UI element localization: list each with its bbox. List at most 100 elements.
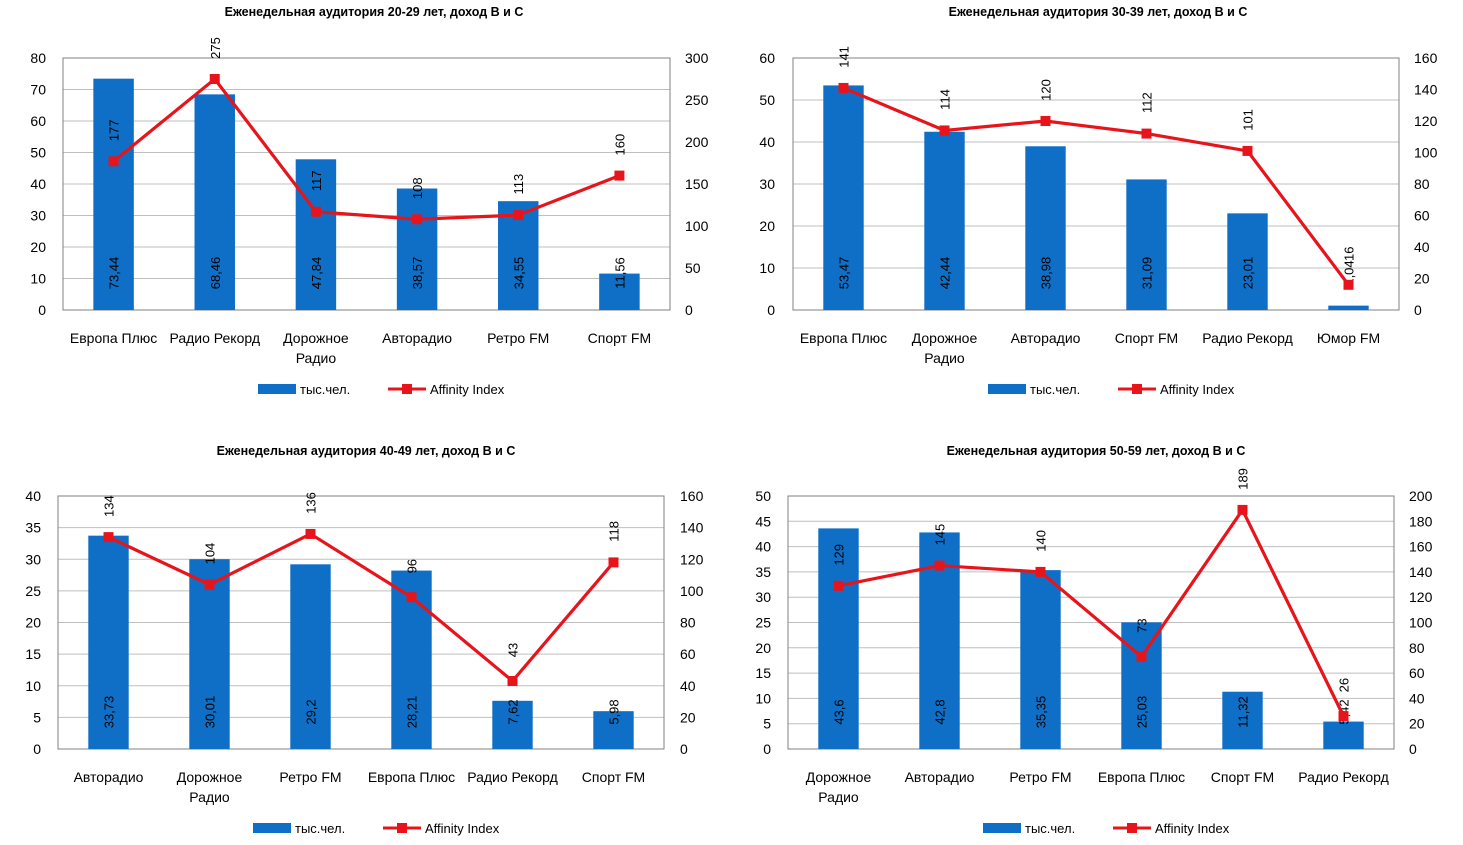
bar-value-label: 38,98: [1039, 257, 1054, 290]
legend-bar-swatch: [253, 823, 291, 833]
bar: [593, 711, 634, 749]
y-right-tick-label: 100: [1409, 615, 1433, 631]
line-marker: [1141, 128, 1152, 139]
category-label: Дорожное: [912, 330, 978, 346]
y-left-tick-label: 5: [763, 716, 771, 732]
line-value-label: 141: [837, 46, 852, 68]
y-left-tick-label: 0: [763, 741, 771, 757]
line-marker: [608, 557, 619, 568]
plot-area-border: [792, 57, 1400, 311]
y-right-tick-label: 160: [680, 488, 704, 504]
legend-line-label: Affinity Index: [1160, 382, 1235, 397]
y-right-tick-label: 120: [1409, 589, 1433, 605]
line-value-label: 16: [1342, 247, 1357, 261]
chart-title: Еженедельная аудитория 40-49 лет, доход …: [217, 444, 516, 458]
category-label: Спорт FM: [1115, 330, 1178, 346]
legend-bar-label: тыс.чел.: [1030, 382, 1080, 397]
y-right-tick-label: 40: [1409, 690, 1425, 706]
legend-line-marker: [1132, 384, 1142, 394]
y-right-tick-label: 0: [685, 302, 693, 318]
category-label: Дорожное: [283, 330, 349, 346]
category-label: Радио Рекорд: [1202, 330, 1293, 346]
line-marker: [103, 532, 114, 543]
category-label: Авторадио: [1011, 330, 1081, 346]
y-left-tick-label: 40: [25, 488, 41, 504]
y-left-tick-label: 70: [30, 82, 46, 98]
line-marker: [305, 528, 316, 539]
category-label: Радио: [189, 789, 230, 805]
bar: [924, 131, 965, 310]
category-label: Авторадио: [382, 330, 452, 346]
bar: [1328, 305, 1369, 310]
line-value-label: 189: [1236, 468, 1251, 490]
line-value-label: 117: [309, 170, 324, 191]
affinity-line: [107, 532, 615, 684]
category-label: Радио: [818, 789, 859, 805]
y-left-tick-label: 30: [25, 551, 41, 567]
bar-value-label: 23,01: [1241, 257, 1256, 290]
line-value-label: 160: [612, 134, 627, 156]
affinity-line: [838, 506, 1345, 717]
y-right-tick-label: 60: [680, 646, 696, 662]
y-right-tick-label: 140: [680, 520, 704, 536]
y-right-tick-label: 140: [1414, 82, 1438, 98]
line-value-label: 26: [1337, 678, 1352, 692]
bar: [1222, 691, 1263, 749]
bar: [1025, 146, 1066, 310]
line-marker: [209, 74, 220, 84]
line-value-label: 275: [208, 37, 223, 59]
legend-bar-swatch: [983, 823, 1021, 833]
bar: [823, 85, 864, 311]
chart-2: Еженедельная аудитория 30-39 лет, доход …: [759, 5, 1437, 397]
bar: [396, 188, 438, 310]
legend: тыс.чел. Affinity Index: [258, 382, 505, 397]
category-label: Европа Плюс: [368, 769, 455, 785]
y-left-tick-label: 0: [33, 741, 41, 757]
bar: [194, 94, 235, 310]
plot-area-border: [787, 495, 1395, 750]
line-value-label: 104: [203, 543, 218, 565]
y-right-tick-label: 20: [680, 709, 696, 725]
line-value-label: 73: [1135, 618, 1150, 632]
legend-line-marker: [1127, 823, 1137, 833]
line-marker: [406, 592, 417, 603]
line-marker: [1242, 145, 1253, 156]
category-label: Радио Рекорд: [467, 769, 558, 785]
category-label: Авторадио: [905, 769, 975, 785]
bar-value-label: 5,98: [607, 699, 622, 724]
bar-value-label: 34,55: [511, 257, 526, 290]
y-right-tick-label: 160: [1414, 50, 1438, 66]
line-value-label: 112: [1140, 92, 1155, 113]
bar: [1323, 721, 1364, 749]
line-marker: [1237, 504, 1248, 515]
bar: [599, 273, 640, 310]
category-label: Европа Плюс: [70, 330, 157, 346]
y-left-tick-label: 10: [759, 260, 775, 276]
line-marker: [838, 82, 849, 93]
bar: [1121, 622, 1162, 749]
line-value-label: 113: [511, 174, 526, 195]
bar: [295, 159, 337, 310]
affinity-line: [842, 86, 1350, 286]
bar-value-label: 31,09: [1140, 257, 1155, 290]
line-value-label: 134: [102, 495, 117, 517]
y-left-tick-label: 50: [755, 488, 771, 504]
y-left-tick-label: 15: [755, 665, 771, 681]
legend-bar-swatch: [258, 384, 296, 394]
legend: тыс.чел. Affinity Index: [988, 382, 1235, 397]
category-label: Ретро FM: [1009, 769, 1071, 785]
legend: тыс.чел. Affinity Index: [253, 821, 500, 836]
legend-line-label: Affinity Index: [1155, 821, 1230, 836]
line-marker: [1343, 279, 1354, 290]
y-left-tick-label: 45: [755, 513, 771, 529]
y-left-tick-label: 35: [755, 564, 771, 580]
y-left-tick-label: 30: [759, 176, 775, 192]
y-right-tick-label: 100: [680, 583, 704, 599]
legend-line-label: Affinity Index: [425, 821, 500, 836]
line-value-label: 114: [938, 89, 953, 110]
line-value-label: 145: [933, 524, 948, 546]
line-marker: [204, 579, 215, 590]
chart-4: Еженедельная аудитория 50-59 лет, доход …: [755, 444, 1432, 836]
y-right-tick-label: 50: [685, 260, 701, 276]
line-value-label: 129: [832, 544, 847, 566]
